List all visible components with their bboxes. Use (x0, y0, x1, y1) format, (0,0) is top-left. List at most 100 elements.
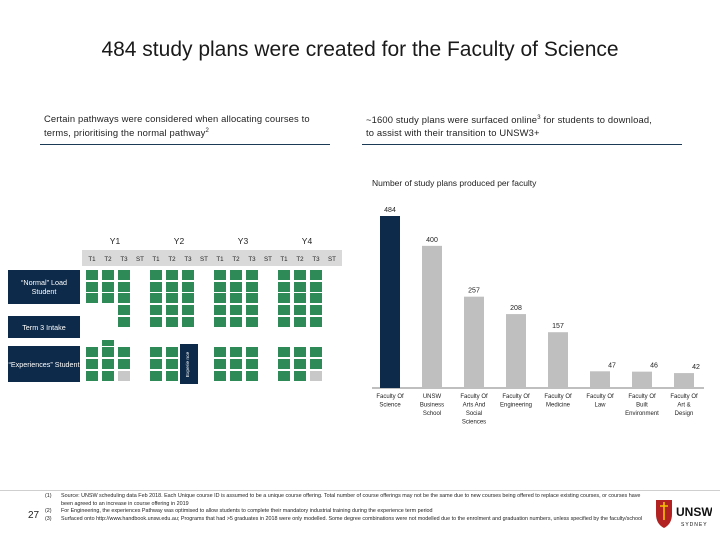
category-label: Art & (677, 403, 690, 409)
year-label: Y1 (109, 236, 121, 246)
term-label: T1 (88, 256, 96, 263)
course-block (214, 347, 226, 357)
term-label: T2 (296, 256, 304, 263)
course-block (246, 281, 258, 292)
bar (590, 371, 610, 388)
course-block (150, 347, 162, 357)
course-block (246, 293, 258, 303)
course-block (230, 359, 242, 369)
course-block (230, 293, 242, 303)
course-block (214, 305, 226, 315)
course-block (166, 270, 178, 280)
data-label: 257 (468, 288, 480, 295)
course-block (230, 316, 242, 327)
course-block (118, 293, 130, 303)
course-block (214, 293, 226, 303)
course-block (118, 281, 130, 292)
category-label: Engineering (500, 403, 532, 409)
course-block (310, 347, 322, 357)
course-block (182, 305, 194, 315)
course-block (246, 347, 258, 357)
course-block (166, 316, 178, 327)
course-block (278, 371, 290, 381)
course-block (310, 305, 322, 315)
term-header-band (82, 250, 342, 266)
right-divider (362, 144, 682, 145)
course-block (278, 270, 290, 280)
course-block (214, 316, 226, 327)
course-block (86, 270, 98, 280)
category-label: Faculty Of (544, 394, 572, 400)
course-block (182, 293, 194, 303)
page-number: 27 (28, 510, 40, 521)
logo-wordmark: UNSW (676, 505, 712, 519)
course-block (102, 347, 114, 357)
course-block (294, 371, 306, 381)
course-block (294, 281, 306, 292)
course-block (278, 347, 290, 357)
category-label: Law (594, 403, 606, 409)
data-label: 157 (552, 323, 564, 330)
course-block (86, 359, 98, 369)
course-block (246, 371, 258, 381)
crest-cross-icon (660, 502, 668, 520)
course-block (182, 270, 194, 280)
bar (422, 245, 442, 388)
course-block (86, 281, 98, 292)
course-block (310, 371, 322, 381)
term-label: ST (328, 256, 336, 263)
category-label: Faculty Of (376, 394, 404, 400)
course-block (86, 293, 98, 303)
data-label: 484 (384, 207, 396, 214)
course-block (230, 281, 242, 292)
course-block (150, 371, 162, 381)
course-block (102, 281, 114, 292)
course-block (118, 347, 130, 357)
course-block (214, 371, 226, 381)
category-label: Faculty Of (628, 394, 656, 400)
course-block (150, 316, 162, 327)
data-label: 46 (650, 363, 658, 370)
row-label-term3: Term 3 Intake (8, 316, 80, 338)
course-block (278, 305, 290, 315)
course-block (246, 316, 258, 327)
course-block (166, 305, 178, 315)
category-label: Faculty Of (502, 394, 530, 400)
category-label: Social (466, 411, 482, 417)
course-block (86, 371, 98, 381)
course-block (246, 305, 258, 315)
bar (380, 216, 400, 388)
course-block (182, 281, 194, 292)
course-block (166, 347, 178, 357)
course-block (214, 359, 226, 369)
course-block (166, 359, 178, 369)
bar (674, 373, 694, 388)
footnote-3: (3) Surfaced onto http://www.handbook.uns… (45, 515, 643, 522)
course-block (102, 340, 114, 346)
data-label: 47 (608, 362, 616, 369)
course-block (310, 293, 322, 303)
category-label: Science (379, 403, 401, 409)
bar (632, 371, 652, 388)
category-label: School (423, 411, 441, 417)
data-label: 42 (692, 364, 700, 371)
data-label: 400 (426, 237, 438, 244)
page-title: 484 study plans were created for the Fac… (101, 38, 619, 61)
course-block (246, 270, 258, 280)
term-label: T1 (216, 256, 224, 263)
course-block (118, 305, 130, 315)
year-label: Y3 (237, 236, 249, 246)
category-label: Business (420, 403, 444, 409)
course-block (278, 293, 290, 303)
left-divider (40, 144, 330, 145)
course-block (118, 316, 130, 327)
bar (506, 314, 526, 388)
data-label: 208 (510, 305, 522, 312)
course-block (246, 359, 258, 369)
category-label: Medicine (546, 403, 571, 409)
course-block (150, 270, 162, 280)
course-block (150, 305, 162, 315)
term-label: ST (264, 256, 272, 263)
category-label: Faculty Of (670, 394, 698, 400)
category-label: Design (675, 411, 694, 417)
